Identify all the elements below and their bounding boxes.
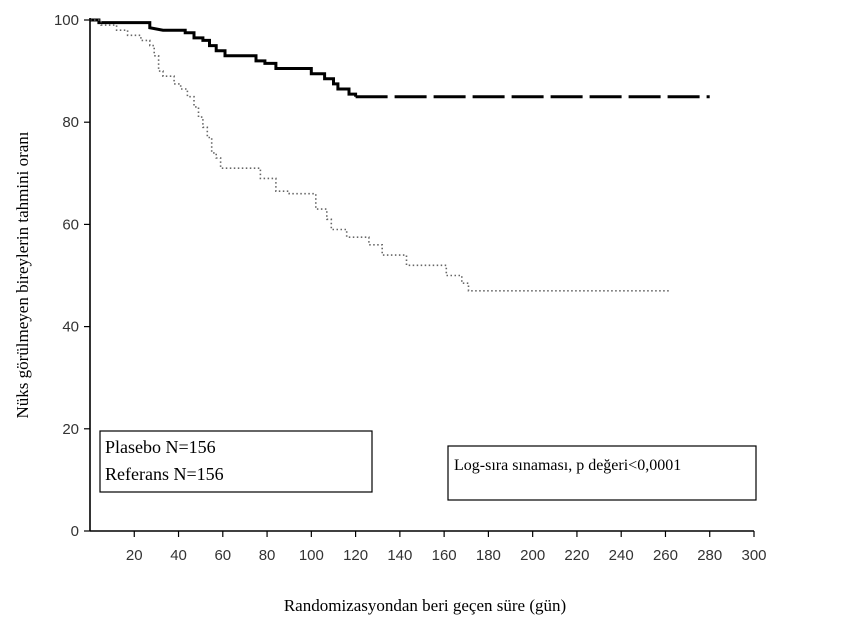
- y-tick-label: 80: [62, 114, 79, 131]
- legend-box: Plasebo N=156 Referans N=156: [99, 430, 373, 493]
- x-axis-title: Randomizasyondan beri geçen süre (gün): [284, 596, 566, 615]
- y-tick-label: 20: [62, 421, 79, 438]
- series-line-1: [90, 19, 670, 292]
- legend-entry-plasebo: Plasebo N=156: [105, 437, 216, 457]
- x-tick-label: 20: [126, 547, 143, 564]
- x-tick-label: 220: [564, 547, 589, 564]
- x-tick-label: 80: [259, 547, 276, 564]
- y-tick-label: 40: [62, 319, 79, 336]
- legend-entry-referans: Referans N=156: [105, 464, 224, 484]
- series-line-0-solid: [90, 18, 358, 97]
- y-ticks: 0 20 40 60 80 100: [54, 12, 90, 540]
- x-tick-label: 160: [432, 547, 457, 564]
- x-tick-label: 200: [520, 547, 545, 564]
- stat-test-box: Log-sıra sınaması, p değeri<0,0001: [447, 445, 757, 501]
- y-tick-label: 60: [62, 216, 79, 233]
- y-axis-title: Nüks görülmeyen bireylerin tahmini oranı: [13, 131, 32, 418]
- x-tick-label: 140: [387, 547, 412, 564]
- x-tick-label: 180: [476, 547, 501, 564]
- x-tick-label: 280: [697, 547, 722, 564]
- x-tick-label: 100: [299, 547, 324, 564]
- x-tick-label: 260: [653, 547, 678, 564]
- x-tick-label: 240: [609, 547, 634, 564]
- x-tick-label: 40: [170, 547, 187, 564]
- stat-test-frame: [447, 445, 757, 501]
- x-tick-label: 60: [214, 547, 231, 564]
- legend-frame: [99, 430, 373, 493]
- y-tick-label: 100: [54, 12, 79, 29]
- stat-test-label: Log-sıra sınaması, p değeri<0,0001: [454, 457, 681, 474]
- y-tick-label: 0: [71, 523, 79, 540]
- x-tick-label: 120: [343, 547, 368, 564]
- x-ticks: 20 40 60 80 100 120 140 160 180 200 220 240 260 280 30…: [126, 531, 767, 564]
- series-layer: [90, 18, 710, 292]
- x-tick-label: 300: [741, 547, 766, 564]
